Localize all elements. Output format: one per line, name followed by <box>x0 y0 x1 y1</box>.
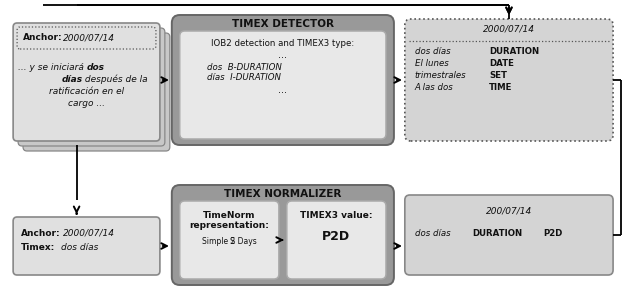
FancyBboxPatch shape <box>17 27 156 49</box>
Text: IOB2 detection and TIMEX3 type:: IOB2 detection and TIMEX3 type: <box>211 38 355 47</box>
Text: DATE: DATE <box>489 58 514 68</box>
Text: ...: ... <box>279 50 287 60</box>
FancyBboxPatch shape <box>405 19 613 141</box>
Text: TimeNorm: TimeNorm <box>203 211 256 220</box>
Text: después de la: después de la <box>81 74 147 84</box>
FancyBboxPatch shape <box>18 28 165 146</box>
FancyBboxPatch shape <box>13 217 160 275</box>
Text: 2000/07/14: 2000/07/14 <box>63 34 114 43</box>
Text: ...: ... <box>279 85 287 95</box>
Text: DURATION: DURATION <box>472 229 522 238</box>
Text: dos días: dos días <box>415 229 450 238</box>
FancyBboxPatch shape <box>172 185 394 285</box>
Text: 200/07/14: 200/07/14 <box>486 206 532 215</box>
Text: Anchor:: Anchor: <box>21 229 61 238</box>
Text: SET: SET <box>489 70 507 80</box>
Text: P2D: P2D <box>544 229 563 238</box>
Text: representation:: representation: <box>189 221 269 230</box>
Text: 2000/07/14: 2000/07/14 <box>483 25 535 34</box>
Text: Timex:: Timex: <box>21 242 55 251</box>
Text: 2000/07/14: 2000/07/14 <box>63 229 114 238</box>
Text: días: días <box>62 74 83 83</box>
Text: TIMEX NORMALIZER: TIMEX NORMALIZER <box>224 189 341 199</box>
Text: dos  B-DURATION: dos B-DURATION <box>208 62 282 71</box>
Text: TIMEX3 value:: TIMEX3 value: <box>300 211 373 220</box>
FancyBboxPatch shape <box>172 15 394 145</box>
FancyBboxPatch shape <box>287 201 386 279</box>
Text: dos días: dos días <box>415 46 450 56</box>
Text: TIMEX DETECTOR: TIMEX DETECTOR <box>232 19 334 29</box>
Text: A las dos: A las dos <box>415 82 453 91</box>
Text: cargo ...: cargo ... <box>68 98 105 107</box>
FancyBboxPatch shape <box>405 195 613 275</box>
Text: El lunes: El lunes <box>415 58 448 68</box>
Text: P2D: P2D <box>322 230 350 242</box>
Text: ratificación en el: ratificación en el <box>49 86 124 95</box>
Text: S: S <box>230 236 234 245</box>
Text: Simple 2 Days: Simple 2 Days <box>202 236 257 245</box>
Text: días  I-DURATION: días I-DURATION <box>208 74 282 82</box>
Text: Anchor:: Anchor: <box>23 34 63 43</box>
FancyBboxPatch shape <box>180 31 386 139</box>
Text: dos: dos <box>86 62 104 71</box>
Text: TIME: TIME <box>489 82 513 91</box>
Text: DURATION: DURATION <box>489 46 539 56</box>
Text: trimestrales: trimestrales <box>415 70 466 80</box>
Text: ... y se iniciará: ... y se iniciará <box>18 62 86 71</box>
FancyBboxPatch shape <box>180 201 279 279</box>
Text: dos días: dos días <box>61 242 98 251</box>
FancyBboxPatch shape <box>13 23 160 141</box>
FancyBboxPatch shape <box>23 33 170 151</box>
